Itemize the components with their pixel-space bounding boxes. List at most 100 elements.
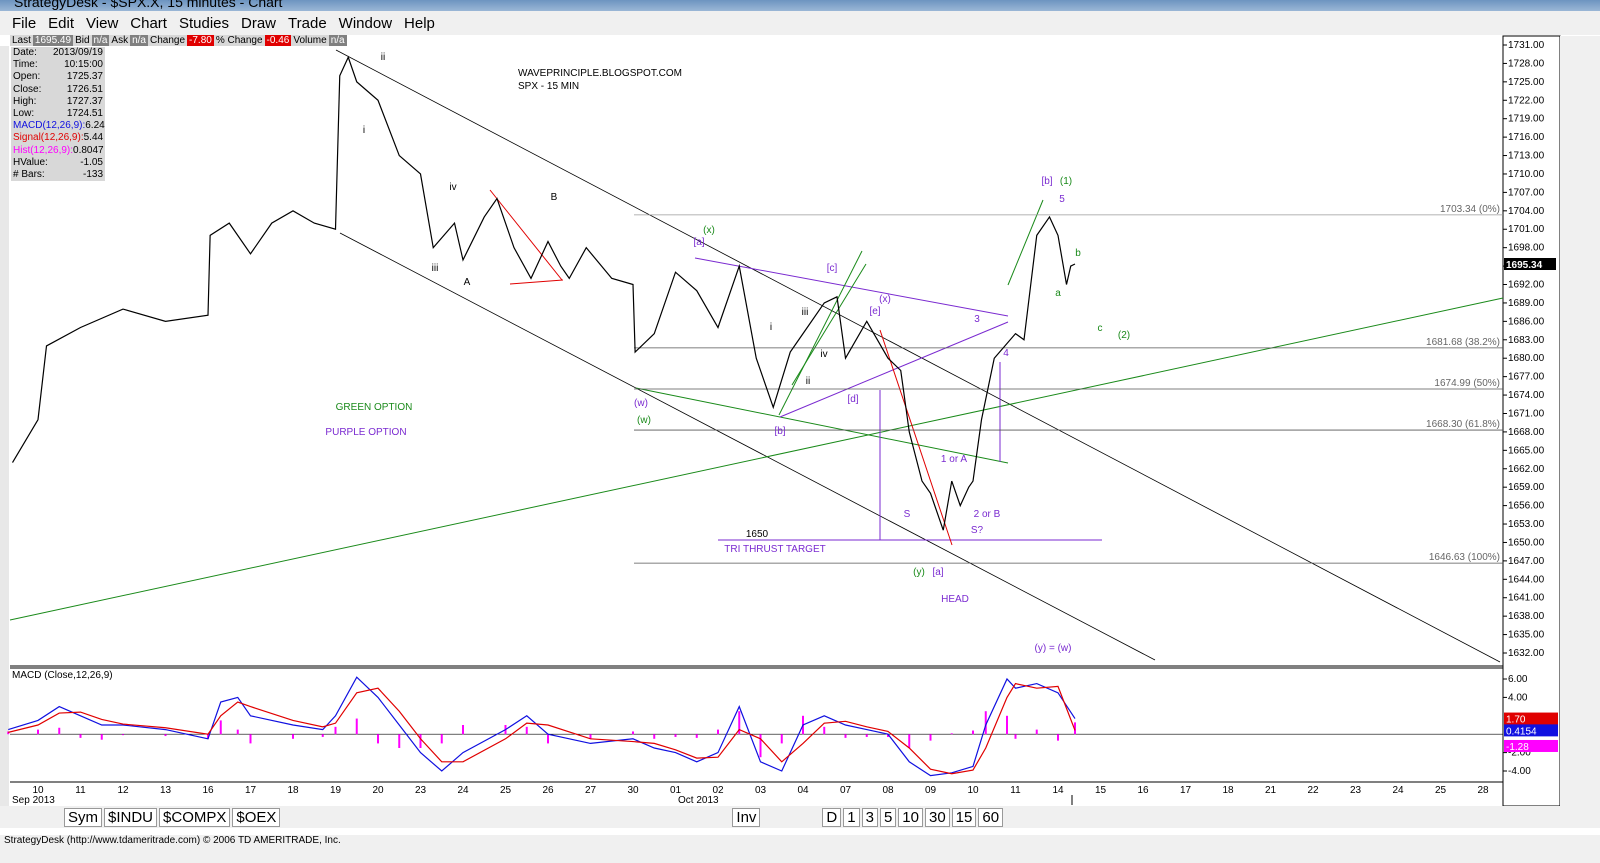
annotation: [b] [774, 426, 785, 437]
annotation: 1650 [746, 529, 769, 540]
date-label: 18 [287, 785, 299, 796]
price-tick-label: 1710.00 [1508, 169, 1545, 180]
tab[interactable]: Inv [732, 807, 761, 827]
annotation: 4 [1003, 348, 1009, 359]
date-label: 10 [32, 785, 44, 796]
price-tick-label: 1674.00 [1508, 390, 1545, 401]
tab[interactable]: 1 [843, 807, 860, 827]
menu-item[interactable]: Edit [48, 14, 75, 32]
data-label: High: [13, 95, 37, 107]
macd-tick-label: -4.00 [1508, 766, 1531, 777]
menu-item[interactable]: Chart [130, 14, 167, 32]
tab[interactable]: $OEX [232, 807, 281, 827]
quote-bar: Last 1695.49 Bid n/a Ask n/a Change -7.80% Chan… [10, 35, 347, 46]
tab-bar: Sym $INDU $COMPX $OEX Inv D 1 3 5 10 30 15 60 [0, 806, 1600, 828]
price-tick-label: 1632.00 [1508, 648, 1545, 659]
tab[interactable]: 15 [951, 807, 977, 827]
menu-item[interactable]: Window [338, 14, 393, 32]
price-tick-label: 1671.00 [1508, 408, 1545, 419]
tab[interactable]: $COMPX [159, 807, 231, 827]
quote-label: Change [150, 35, 186, 46]
last-price-badge [1504, 258, 1556, 271]
price-tick-label: 1641.00 [1508, 593, 1545, 604]
price-tick-label: 1638.00 [1508, 611, 1545, 622]
date-label: 26 [542, 785, 554, 796]
date-label: 27 [585, 785, 597, 796]
tab[interactable]: $INDU [104, 807, 158, 827]
annotation: (w) [634, 398, 648, 409]
menu-item[interactable]: View [86, 14, 119, 32]
channel-lower [339, 232, 1156, 661]
menu-item[interactable]: Studies [178, 14, 230, 32]
data-row: Close: 1726.51 [11, 84, 105, 96]
data-row: HValue: -1.05 [11, 157, 105, 169]
annotation: B [551, 192, 558, 203]
macd-tick-label: -2.00 [1508, 748, 1531, 759]
data-row: Hist(12,26,9): 0.8047 [11, 145, 105, 157]
quote-label: Bid [75, 35, 90, 46]
tab[interactable]: D [822, 807, 842, 827]
data-value: -1.05 [80, 156, 103, 168]
date-label: 02 [712, 785, 724, 796]
data-value: 1725.37 [66, 71, 103, 83]
quote-value: n/a [91, 35, 110, 46]
date-label: 10 [967, 785, 979, 796]
signal-line [8, 682, 1076, 775]
quote-label: Volume [293, 35, 327, 46]
date-label: 13 [160, 785, 172, 796]
date-label: 25 [1435, 785, 1447, 796]
price-tick-label: 1650.00 [1508, 537, 1545, 548]
annotation: [d] [847, 394, 858, 405]
macd-badge-label: 1.70 [1506, 715, 1526, 726]
quote-value: n/a [130, 35, 148, 46]
annotation: iii [432, 263, 439, 274]
price-tick-label: 1716.00 [1508, 132, 1545, 143]
menu-item[interactable]: File [12, 14, 37, 32]
quote-value: 1695.49 [32, 35, 74, 46]
date-label: 23 [415, 785, 427, 796]
annotation: S? [971, 525, 984, 536]
price-tick-label: 1656.00 [1508, 501, 1545, 512]
tab[interactable]: 5 [879, 807, 897, 827]
tab[interactable]: Sym [64, 807, 102, 827]
data-value: 1726.51 [66, 83, 103, 95]
data-row: Date: 2013/09/19 [11, 47, 105, 59]
data-row: Signal(12,26,9): 5.44 [11, 132, 105, 144]
price-tick-label: 1701.00 [1508, 224, 1545, 235]
annotation: [a] [693, 237, 704, 248]
macd-title: MACD (Close,12,26,9) [12, 670, 113, 681]
annotation: TRI THRUST TARGET [724, 544, 826, 555]
menu-item[interactable]: Help [404, 14, 435, 32]
annotation: GREEN OPTION [336, 402, 413, 413]
annotation: [b] [1041, 176, 1052, 187]
price-tick-label: 1719.00 [1508, 114, 1545, 125]
tab[interactable]: 3 [861, 807, 878, 827]
price-tick-label: 1677.00 [1508, 372, 1545, 383]
annotation: i [363, 125, 365, 136]
annotation: iii [802, 307, 809, 318]
data-label: # Bars: [13, 169, 45, 181]
tab[interactable]: 60 [978, 807, 1004, 827]
price-tick-label: 1686.00 [1508, 316, 1545, 327]
menu-item[interactable]: Draw [241, 14, 277, 32]
window-title: StrategyDesk - $SPX.X, 15 minutes - Char… [14, 0, 283, 10]
data-value: 1724.51 [66, 108, 103, 120]
watermark: SPX - 15 MIN [518, 81, 579, 92]
date-label: 19 [330, 785, 342, 796]
annotation: 2 or B [974, 509, 1001, 520]
price-tick-label: 1704.00 [1508, 206, 1545, 217]
data-label: MACD(12,26,9): [13, 120, 86, 132]
date-label: 17 [245, 785, 257, 796]
menu-item[interactable]: Trade [288, 14, 327, 32]
date-label: 21 [1265, 785, 1277, 796]
price-tick-label: 1713.00 [1508, 151, 1545, 162]
annotation: PURPLE OPTION [325, 427, 406, 438]
annotation: a [1055, 288, 1061, 299]
tab[interactable]: 30 [924, 807, 950, 827]
price-tick-label: 1731.00 [1508, 40, 1545, 51]
date-label: 04 [797, 785, 809, 796]
tab[interactable]: 10 [898, 807, 923, 827]
fib-label: 1668.30 (61.8%) [1426, 419, 1500, 430]
data-row: Low: 1724.51 [11, 108, 105, 120]
annotation: iv [449, 182, 456, 193]
